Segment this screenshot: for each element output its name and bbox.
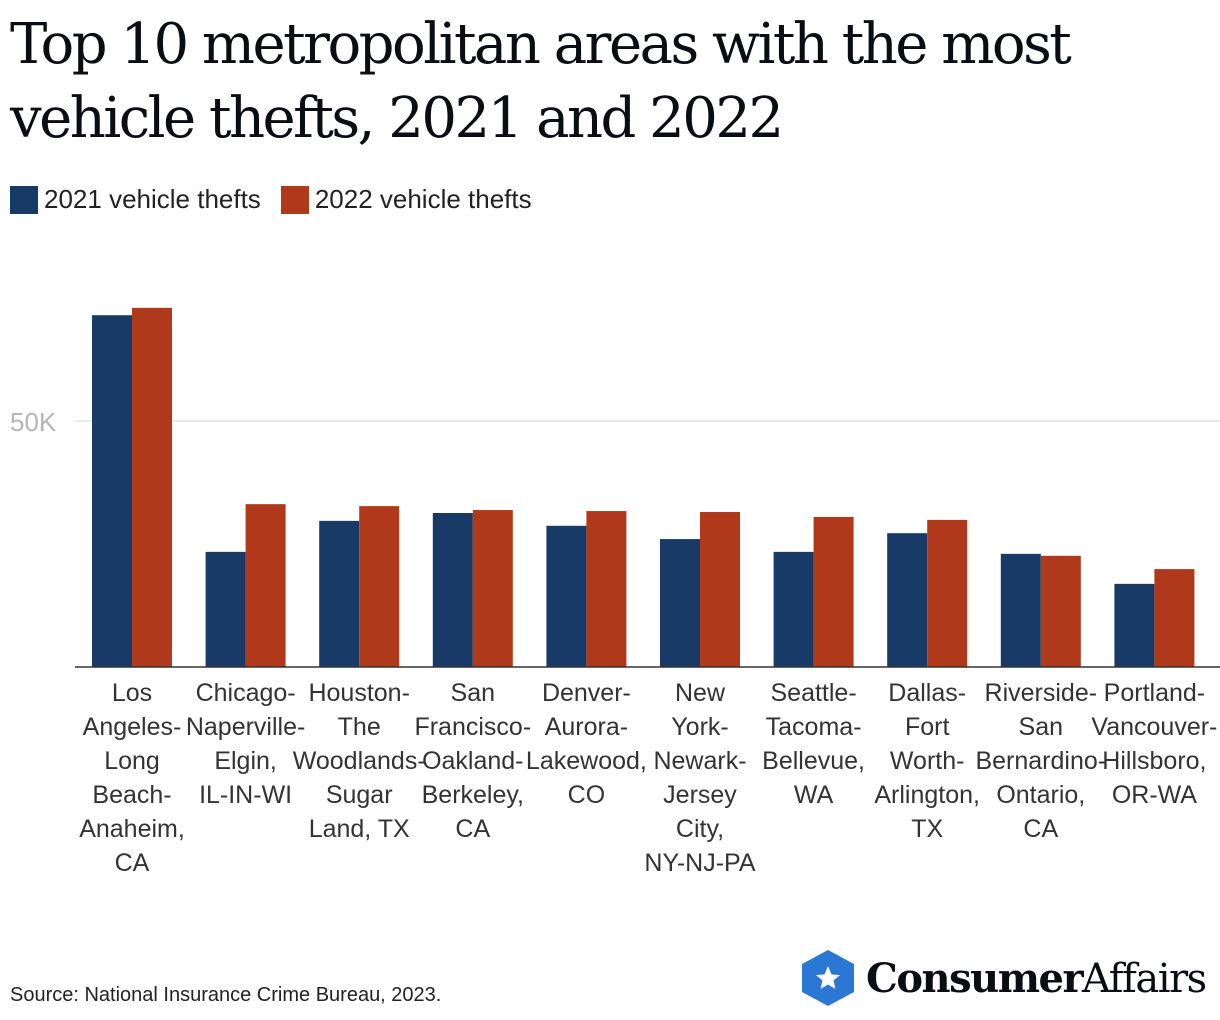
legend-item-2022: 2022 vehicle thefts [280, 184, 532, 215]
x-tick-label: Chicago-Naperville-Elgin, IL-IN-WI [186, 679, 305, 809]
bar-2021 [1114, 583, 1155, 667]
bar-2021 [432, 513, 473, 667]
x-tick-label: New York-Newark-Jersey City, NY-NJ-PA [644, 679, 755, 877]
bar-2022 [472, 510, 513, 667]
legend-item-2021: 2021 vehicle thefts [10, 184, 261, 215]
bar-chart: 50K Los Angeles-Long Beach-Anaheim, CAChicag… [10, 307, 1220, 877]
bar-2022 [586, 511, 627, 667]
legend: 2021 vehicle thefts 2022 vehicle thefts [10, 184, 532, 215]
bar-2022 [1040, 555, 1081, 667]
x-tick-label: Denver-Aurora-Lakewood, CO [526, 679, 647, 809]
bar-2021 [319, 520, 360, 667]
source-note: Source: National Insurance Crime Bureau,… [10, 984, 442, 1006]
x-tick-label: Portland-Vancouver-Hillsboro, OR-WA [1091, 679, 1217, 809]
legend-swatch-2022 [280, 185, 309, 214]
bar-2021 [660, 539, 700, 667]
bar-2021 [546, 525, 587, 667]
x-tick-label: Houston-The Woodlands-Sugar Land, TX [293, 679, 426, 843]
x-tick-label: San Francisco-Oakland-Berkeley, CA [414, 679, 531, 843]
x-tick-label: Riverside-San Bernardino-Ontario, CA [975, 679, 1106, 843]
bar-2021 [887, 533, 928, 667]
bar-2021 [205, 551, 246, 667]
bar-2021 [92, 315, 132, 667]
bar-2022 [927, 519, 968, 667]
star-badge-icon [802, 950, 854, 1006]
bar-2022 [813, 516, 854, 667]
x-tick-label: Los Angeles-Long Beach-Anaheim, CA [79, 679, 185, 877]
y-tick-label: 50K [10, 407, 57, 437]
bar-2022 [700, 512, 740, 667]
bar-2022 [359, 506, 400, 667]
bar-2022 [245, 504, 286, 667]
legend-label-2022: 2022 vehicle thefts [314, 184, 532, 214]
logo-wordmark: ConsumerAffairs [866, 954, 1207, 1002]
legend-label-2021: 2021 vehicle thefts [44, 184, 261, 214]
bar-2022 [1154, 569, 1195, 667]
chart-title: Top 10 metropolitan areas with the most … [10, 12, 1072, 151]
x-tick-label: Dallas-Fort Worth-Arlington, TX [874, 679, 980, 843]
bar-2022 [132, 307, 172, 667]
consumeraffairs-logo: ConsumerAffairs [800, 948, 1207, 1008]
bar-2021 [1000, 553, 1041, 667]
bar-2021 [773, 551, 814, 667]
x-tick-label: Seattle-Tacoma-Bellevue, WA [762, 679, 865, 809]
legend-swatch-2021 [10, 185, 38, 214]
